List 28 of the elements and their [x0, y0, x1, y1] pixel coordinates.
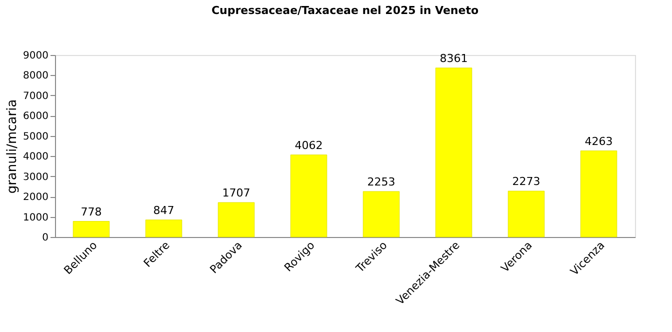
y-tick-label: 9000: [23, 50, 48, 62]
bar: [508, 190, 545, 238]
y-axis-title: granuli/mcaria: [5, 99, 20, 194]
data-label: 1707: [222, 186, 250, 200]
y-tick-label: 1000: [23, 212, 48, 224]
y-tick-label: 5000: [23, 131, 48, 142]
chart-title: Cupressaceae/Taxaceae nel 2025 in Veneto: [211, 4, 479, 17]
data-label: 2253: [367, 175, 396, 188]
bar: [435, 68, 472, 238]
data-label: 847: [153, 204, 174, 217]
bar: [362, 191, 400, 238]
bar: [218, 202, 255, 238]
y-tick-label: 3000: [23, 172, 48, 183]
y-tick-label: 2000: [23, 192, 48, 204]
bar: [580, 150, 618, 238]
y-tick-label: 0: [42, 232, 48, 244]
data-label: 2273: [512, 175, 540, 188]
data-label: 8361: [440, 52, 468, 65]
y-tick-label: 4000: [23, 152, 48, 163]
bar: [145, 220, 182, 238]
y-tick-label: 6000: [23, 111, 48, 122]
data-label: 778: [80, 205, 102, 218]
bar: [290, 154, 328, 238]
data-label: 4062: [294, 138, 323, 152]
bar: [72, 221, 110, 238]
y-tick-label: 8000: [23, 70, 48, 82]
data-label: 4263: [584, 134, 613, 148]
y-tick-label: 7000: [23, 90, 48, 102]
